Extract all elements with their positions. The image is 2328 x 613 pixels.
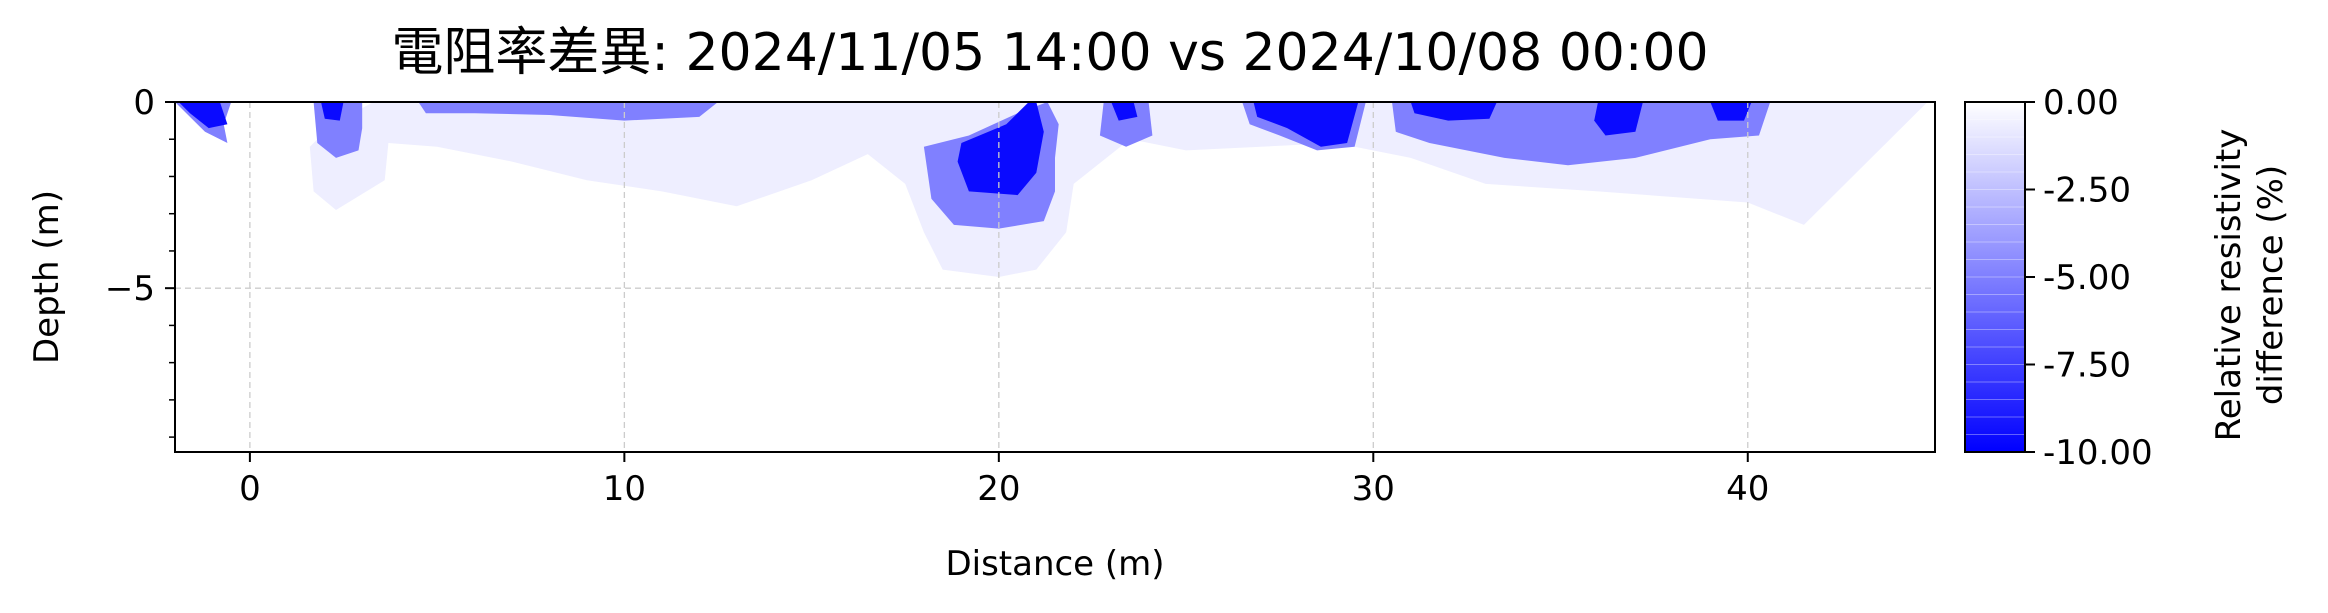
x-tick-label: 30	[1352, 469, 1395, 509]
contour-region-15	[1710, 102, 1752, 121]
contour-region-12	[1253, 102, 1359, 147]
colorbar-tick-label: -10.00	[2043, 433, 2153, 473]
axis-ticks: 0 10 20 30 40 0 −5	[105, 83, 1770, 509]
plot-frame	[174, 101, 1936, 453]
colorbar: 0.00 -2.50 -5.00 -7.50 -10.00	[1964, 83, 2153, 473]
colorbar-tick-label: -2.50	[2043, 171, 2131, 211]
contour-region-13	[1410, 102, 1497, 121]
x-axis-label: Distance (m)	[945, 544, 1164, 584]
colorbar-label-line2: difference (%)	[2251, 165, 2291, 405]
y-tick-label: 0	[133, 83, 155, 123]
colorbar-tick-label: 0.00	[2043, 83, 2119, 123]
y-tick-label: −5	[105, 269, 155, 309]
colorbar-tick-label: -5.00	[2043, 258, 2131, 298]
contour-region-11	[1111, 102, 1138, 121]
chart-title: 電阻率差異: 2024/11/05 14:00 vs 2024/10/08 00…	[391, 23, 1708, 83]
x-tick-label: 10	[603, 469, 646, 509]
contour-region-9	[321, 102, 344, 121]
colorbar-label-line1: Relative resistivity	[2209, 129, 2249, 442]
contour-regions	[175, 102, 1928, 277]
contour-region-5	[1099, 102, 1153, 147]
y-axis-label: Depth (m)	[27, 190, 67, 364]
contour-region-8	[178, 102, 228, 129]
contour-region-10	[957, 102, 1044, 196]
x-tick-label: 0	[239, 469, 261, 509]
contour-region-14	[1594, 102, 1643, 136]
x-tick-label: 40	[1726, 469, 1769, 509]
colorbar-tick-label: -7.50	[2043, 346, 2131, 386]
contour-region-3	[418, 102, 718, 121]
colorbar-gradient	[1965, 102, 2025, 452]
x-tick-label: 20	[977, 469, 1020, 509]
